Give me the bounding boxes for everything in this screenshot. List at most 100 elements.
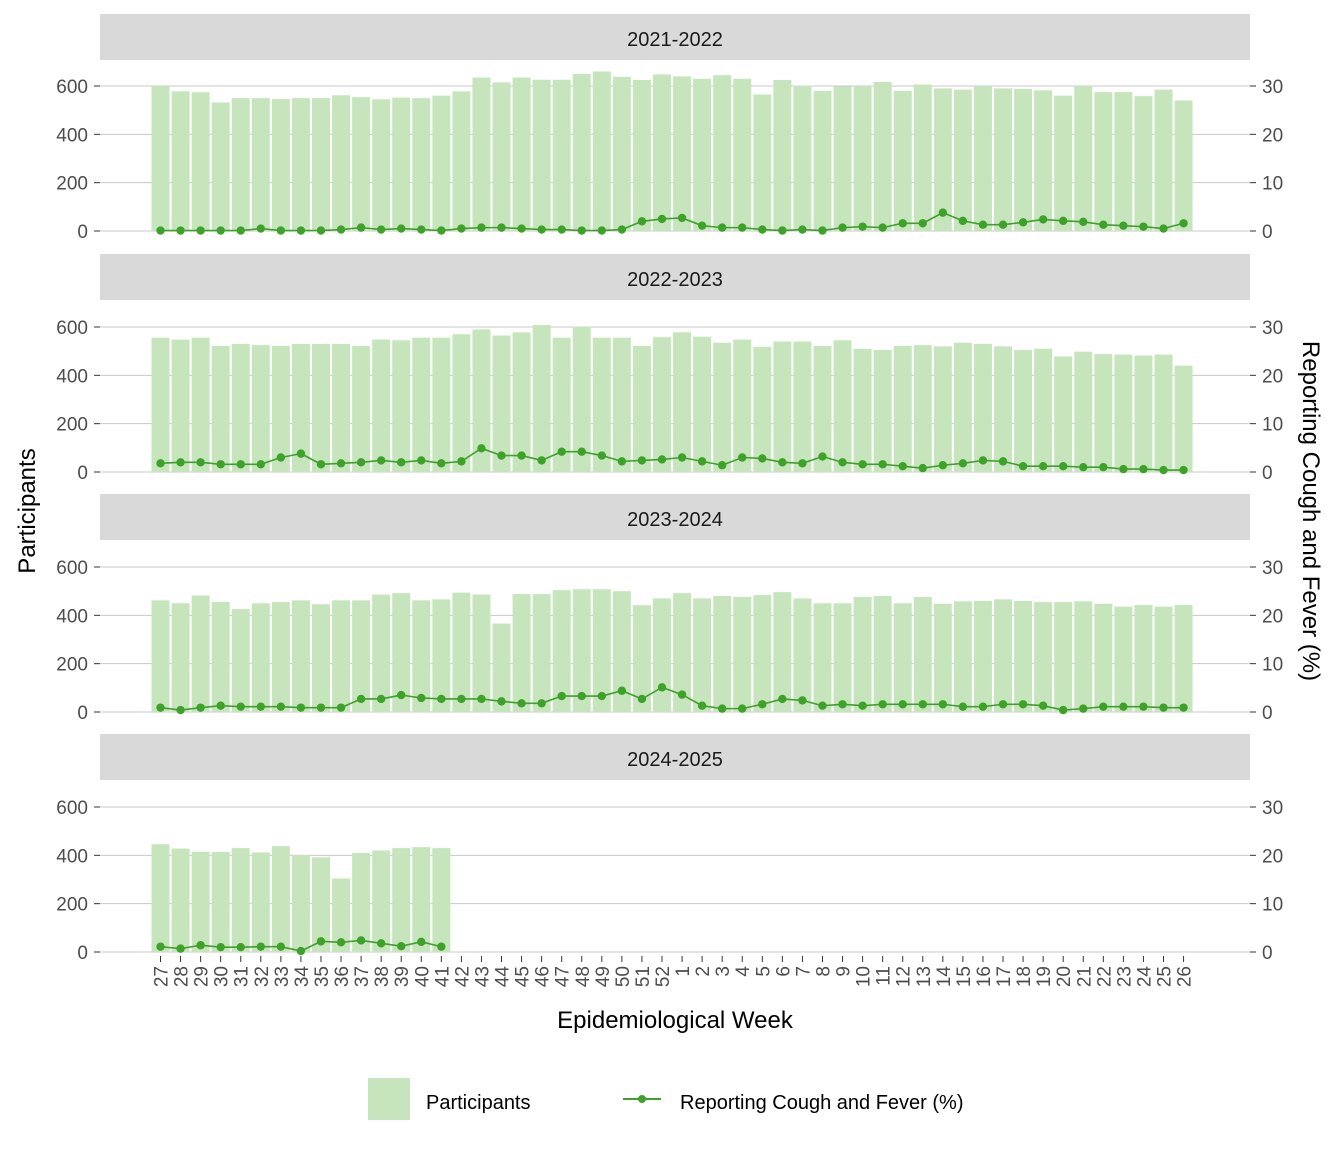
bar-participants xyxy=(813,345,832,472)
bar-participants xyxy=(1054,602,1073,712)
bar-participants xyxy=(693,78,712,231)
bar-participants xyxy=(873,81,892,232)
point-cough-fever xyxy=(216,701,225,710)
y-tick-label-left: 400 xyxy=(56,606,88,627)
point-cough-fever xyxy=(156,942,165,951)
bar-participants xyxy=(893,90,912,231)
x-tick-label: 16 xyxy=(974,966,995,987)
bar-participants xyxy=(472,77,491,232)
bar-participants xyxy=(713,75,732,231)
bar-participants xyxy=(311,343,330,472)
bar-participants xyxy=(191,851,210,952)
point-cough-fever xyxy=(417,937,426,947)
bar-participants xyxy=(452,592,471,712)
point-cough-fever xyxy=(216,226,225,235)
point-cough-fever xyxy=(617,457,627,466)
point-cough-fever xyxy=(196,703,205,712)
bar-participants xyxy=(913,345,932,472)
bar-participants xyxy=(151,86,170,231)
bar-participants xyxy=(673,593,692,712)
point-cough-fever xyxy=(637,217,647,226)
point-cough-fever xyxy=(998,700,1008,709)
point-cough-fever xyxy=(296,449,306,458)
x-tick-label: 35 xyxy=(312,966,333,987)
bar-participants xyxy=(251,852,270,952)
x-tick-label: 23 xyxy=(1114,966,1135,987)
y-tick-label-right: 20 xyxy=(1262,125,1283,146)
point-cough-fever xyxy=(376,694,386,704)
x-tick-label: 41 xyxy=(432,966,453,987)
point-cough-fever xyxy=(818,226,827,235)
point-cough-fever xyxy=(978,456,988,465)
point-cough-fever xyxy=(697,457,707,466)
y-tick-label-right: 0 xyxy=(1262,463,1273,484)
y-tick-label-left: 400 xyxy=(56,366,88,387)
bar-participants xyxy=(1154,89,1173,231)
point-cough-fever xyxy=(1179,465,1188,475)
bar-participants xyxy=(1054,356,1073,472)
bar-participants xyxy=(1074,86,1093,231)
x-tick-label: 17 xyxy=(994,966,1015,987)
bar-participants xyxy=(472,594,491,712)
x-axis-title: Epidemiological Week xyxy=(557,1007,794,1034)
bar-participants xyxy=(592,71,611,231)
x-tick-label: 52 xyxy=(653,966,674,987)
bar-participants xyxy=(412,847,431,952)
point-cough-fever xyxy=(457,224,466,233)
y-tick-label-left: 600 xyxy=(56,318,88,339)
point-cough-fever xyxy=(758,225,767,234)
point-cough-fever xyxy=(316,226,326,235)
bar-participants xyxy=(452,334,471,472)
bar-participants xyxy=(171,848,190,952)
x-tick-label: 8 xyxy=(813,966,834,977)
point-cough-fever xyxy=(156,459,165,468)
point-cough-fever xyxy=(637,456,647,465)
y-tick-label-right: 30 xyxy=(1262,318,1283,339)
bar-participants xyxy=(873,349,892,472)
x-tick-label: 44 xyxy=(493,966,514,988)
point-cough-fever xyxy=(918,700,927,709)
bar-participants xyxy=(1094,92,1113,232)
point-cough-fever xyxy=(717,461,727,470)
point-cough-fever xyxy=(798,696,807,705)
point-cough-fever xyxy=(637,694,647,704)
bar-participants xyxy=(291,854,310,952)
bar-participants xyxy=(151,600,170,712)
bar-participants xyxy=(332,600,351,712)
point-cough-fever xyxy=(938,208,948,217)
bar-participants xyxy=(592,337,611,472)
bar-participants xyxy=(632,605,651,712)
x-tick-label: 48 xyxy=(573,966,594,987)
bar-participants xyxy=(552,590,571,712)
line-cough-fever xyxy=(160,686,1184,711)
x-tick-label: 21 xyxy=(1074,966,1095,987)
x-tick-label: 22 xyxy=(1094,966,1115,987)
bar-participants xyxy=(291,600,310,712)
bar-participants xyxy=(1174,604,1193,712)
bar-participants xyxy=(612,337,631,472)
x-tick-label: 19 xyxy=(1034,966,1055,987)
x-tick-label: 40 xyxy=(412,966,433,987)
facet-strip-label: 2021-2022 xyxy=(627,29,723,51)
bar-participants xyxy=(211,102,230,231)
bar-participants xyxy=(1154,354,1173,472)
bar-participants xyxy=(1034,90,1053,231)
bar-participants xyxy=(994,599,1013,712)
bar-participants xyxy=(973,86,992,231)
y-tick-label-right: 30 xyxy=(1262,558,1283,579)
x-tick-label: 27 xyxy=(152,966,173,987)
point-cough-fever xyxy=(1038,215,1048,224)
point-cough-fever xyxy=(1059,462,1068,471)
point-cough-fever xyxy=(196,226,205,235)
facet-panel-2021-2022: 2021-2022 0 0 200 10 400 20 600 30 xyxy=(56,14,1283,243)
x-tick-label: 29 xyxy=(192,966,213,987)
point-cough-fever xyxy=(316,937,326,946)
point-cough-fever xyxy=(376,939,386,948)
bar-participants xyxy=(733,596,752,712)
bar-participants xyxy=(733,78,752,231)
point-cough-fever xyxy=(336,225,346,234)
bar-participants xyxy=(332,343,351,472)
point-cough-fever xyxy=(276,453,286,462)
